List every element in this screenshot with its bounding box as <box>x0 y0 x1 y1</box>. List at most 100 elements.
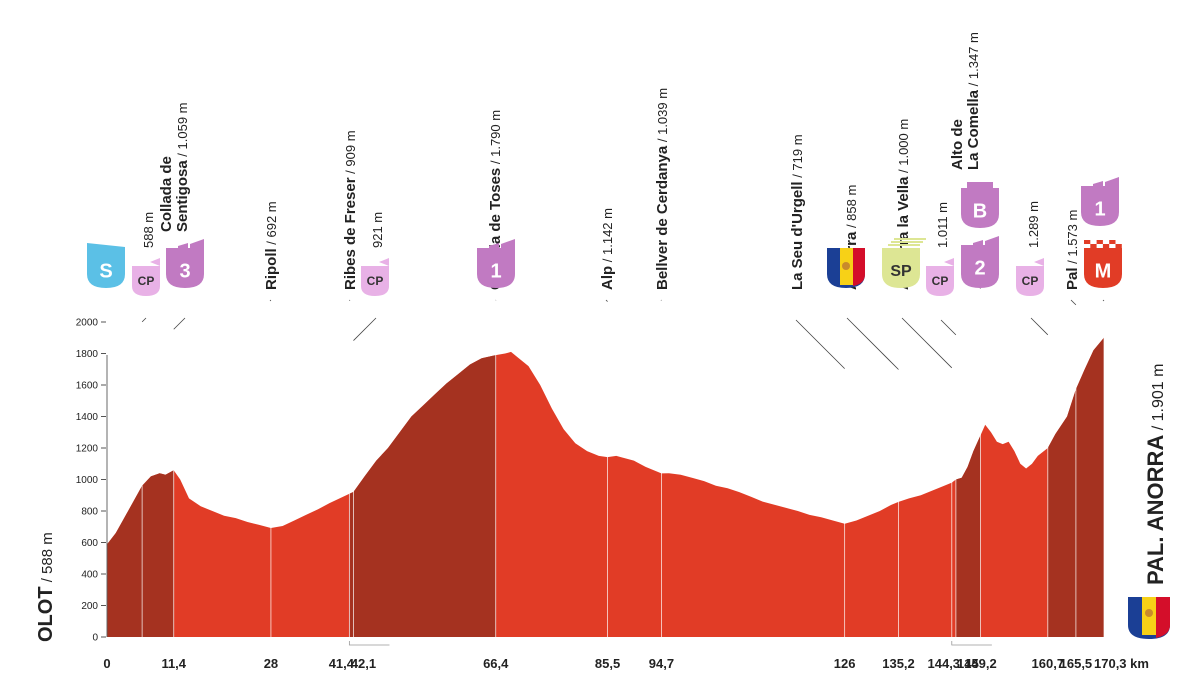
checkpoint-badge-text: CP <box>932 274 949 288</box>
point-label: Ribes de Freser / 909 m <box>342 130 359 290</box>
point-name: La Comella <box>965 89 982 170</box>
guide-line-top <box>795 319 845 369</box>
guide-line-top <box>1030 317 1049 336</box>
finish-checker <box>1102 244 1110 248</box>
badge-tab <box>190 239 204 248</box>
point-label: Ripoll / 692 m <box>263 201 280 290</box>
point-name: Sentigosa <box>174 160 191 232</box>
point-labels: 588 m Collada de Sentigosa / 1.059 m Ripoll… <box>141 32 1081 290</box>
climb-section-0 <box>107 470 174 637</box>
point-altitude: / 1.790 m <box>488 110 503 168</box>
point-altitude: / 1.347 m <box>966 32 981 90</box>
sprint-stripe <box>888 244 920 246</box>
point-name: Alp <box>599 266 616 290</box>
badge-tab <box>150 258 160 266</box>
point-name-line2: La Comella / 1.347 m <box>965 32 982 170</box>
badge-text: SP <box>890 263 912 280</box>
badge-shape <box>477 248 515 288</box>
badge-text: S <box>99 261 112 283</box>
andorra-flag-red <box>853 248 865 286</box>
svg-text:PAL. ANORRA / 1.901 m: PAL. ANORRA / 1.901 m <box>1143 364 1168 585</box>
start-label: OLOT / 588 m <box>35 532 57 642</box>
badge-tab <box>985 236 999 245</box>
point-altitude: / 719 m <box>790 134 805 181</box>
badge-tab <box>87 243 125 248</box>
point-altitude: / 1.573 m <box>1065 210 1080 268</box>
badge-text: B <box>973 201 987 223</box>
start-name: OLOT <box>35 586 57 642</box>
x-tick-label: 0 <box>103 656 110 671</box>
point-altitude: 1.011 m <box>935 202 950 248</box>
climb-section-1 <box>349 355 496 637</box>
y-tick-label: 800 <box>81 507 98 518</box>
point-altitude: / 692 m <box>264 201 279 248</box>
finish-checker <box>1084 240 1091 244</box>
badge-shape <box>882 248 920 288</box>
badge-shape <box>166 248 204 288</box>
y-axis: 0 200 400 600 800 1000 1200 1400 1600 1800 2000 <box>76 318 106 644</box>
x-tick-label: 126 <box>834 656 856 671</box>
y-tick-label: 200 <box>81 601 98 612</box>
point-label: Alp / 1.142 m <box>599 208 616 290</box>
finish-checker <box>1090 244 1097 248</box>
x-tick-label: 135,2 <box>882 656 915 671</box>
badge-shape <box>961 245 999 285</box>
point-label: 1.289 m <box>1026 201 1041 248</box>
finish-altitude: / 1.901 m <box>1150 364 1167 435</box>
y-tick-label: 2000 <box>76 318 99 329</box>
point-altitude: 921 m <box>370 212 385 248</box>
point-label: 921 m <box>370 212 385 248</box>
y-tick-label: 1000 <box>76 475 99 486</box>
point-name: Ripoll <box>263 248 280 290</box>
checkpoint-badge-shape <box>361 266 389 296</box>
badge-tab <box>944 258 954 266</box>
x-tick-label: 144,3 <box>928 656 961 671</box>
x-tick-label: 94,7 <box>649 656 674 671</box>
tick-connector <box>348 641 390 646</box>
x-tick-label: 42,1 <box>351 656 376 671</box>
badge-shape <box>961 188 999 228</box>
point-altitude: / 1.039 m <box>655 88 670 146</box>
badge-text: M <box>1095 261 1112 283</box>
point-altitude: / 1.000 m <box>896 119 911 177</box>
point-altitude: 588 m <box>141 212 156 248</box>
badge-tab <box>1034 258 1044 266</box>
badge-tab <box>1093 181 1103 186</box>
point-label: 1.011 m <box>935 202 950 248</box>
point-altitude: / 909 m <box>343 130 358 177</box>
finish-checker <box>1115 244 1122 248</box>
y-tick-label: 0 <box>92 633 98 644</box>
checkpoint-badge-shape <box>132 266 160 296</box>
badge-tab <box>973 240 983 245</box>
point-altitude: / 1.142 m <box>600 208 615 266</box>
x-tick-label: 11,4 <box>161 656 186 671</box>
x-tick-label: 170,3 km <box>1094 656 1149 671</box>
guide-lines <box>106 287 1105 637</box>
checkpoint-badge-text: CP <box>1022 274 1039 288</box>
sprint-stripe <box>894 238 926 240</box>
elevation-profile <box>107 337 1104 637</box>
point-altitude: / 858 m <box>844 185 859 232</box>
start-altitude: / 588 m <box>39 532 56 586</box>
badge-tab <box>489 243 499 248</box>
point-badges: SCP3CP1SPCP2CPB2M1 <box>87 177 1122 296</box>
guide-line-top <box>269 299 272 302</box>
badge-text: 1 <box>1094 199 1105 221</box>
point-altitude: 1.289 m <box>1026 201 1041 248</box>
x-tick-label: 28 <box>264 656 278 671</box>
climb-section-2 <box>955 435 981 637</box>
x-tick-label: 41,4 <box>329 656 355 671</box>
badge-tab <box>1105 177 1119 186</box>
point-altitude: / 1.059 m <box>175 103 190 161</box>
badge-text: 2 <box>974 258 985 280</box>
badge-tab <box>967 182 993 188</box>
point-name-line1: Alto de <box>949 119 966 170</box>
badge-tab <box>178 243 188 248</box>
point-name: La Seu d'Urgell <box>789 181 806 290</box>
profile-area <box>107 337 1104 637</box>
tick-connector <box>951 641 992 646</box>
point-label: 588 m <box>141 212 156 248</box>
checkpoint-badge-shape <box>1016 266 1044 296</box>
badge-shape <box>1081 186 1119 226</box>
